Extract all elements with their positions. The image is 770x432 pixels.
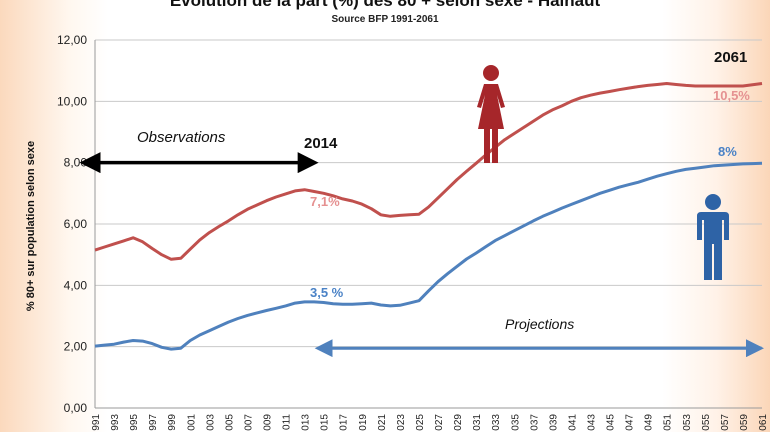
woman-icon — [477, 65, 505, 163]
x-tick-label: 033 — [491, 414, 502, 431]
x-tick-label: 993 — [110, 414, 121, 431]
x-tick-label: 019 — [358, 414, 369, 431]
y-axis-label: % 80+ sur population selon sexe — [25, 140, 37, 312]
x-tick-label: 039 — [548, 414, 559, 431]
x-tick-label: 025 — [415, 414, 426, 431]
x-tick-label: 035 — [510, 414, 521, 431]
chart-title: Evolution de la part (%) des 80 + selon … — [169, 0, 601, 10]
x-tick-label: 021 — [377, 414, 388, 431]
x-tick-label: 991 — [91, 414, 102, 431]
x-tick-label: 023 — [396, 414, 407, 431]
women-2061-value: 10,5% — [713, 88, 750, 103]
x-tick-label: 009 — [263, 414, 274, 431]
men-series-line — [94, 161, 763, 351]
x-tick-label: 003 — [205, 414, 216, 431]
x-tick-label: 031 — [472, 414, 483, 431]
observations-label: Observations — [137, 129, 226, 146]
x-tick-label: 995 — [129, 414, 140, 431]
women-2014-value: 7,1% — [310, 194, 340, 209]
men-2061-value: 8% — [718, 144, 737, 159]
y-tick-label: 8,00 — [64, 156, 88, 170]
x-tick-label: 997 — [148, 414, 159, 431]
x-tick-label: 029 — [453, 414, 464, 431]
x-tick-label: 055 — [701, 414, 712, 431]
man-icon — [697, 194, 729, 280]
x-tick-label: 007 — [243, 414, 254, 431]
chart-subtitle: Source BFP 1991-2061 — [331, 14, 439, 25]
y-tick-label: 6,00 — [64, 217, 88, 231]
x-tick-label: 041 — [567, 414, 578, 431]
y-tick-label: 12,00 — [57, 33, 87, 47]
x-tick-label: 061 — [758, 414, 769, 431]
x-tick-label: 047 — [625, 414, 636, 431]
x-tick-label: 053 — [682, 414, 693, 431]
x-tick-label: 017 — [339, 414, 350, 431]
y-tick-label: 0,00 — [64, 401, 88, 415]
x-tick-label: 037 — [529, 414, 540, 431]
x-tick-label: 001 — [186, 414, 197, 431]
x-tick-label: 015 — [320, 414, 331, 431]
y-tick-label: 10,00 — [57, 94, 87, 108]
x-tick-label: 043 — [586, 414, 597, 431]
men-2014-value: 3,5 % — [310, 285, 344, 300]
x-tick-label: 999 — [167, 414, 178, 431]
y-tick-label: 2,00 — [64, 340, 88, 354]
x-tick-label: 051 — [663, 414, 674, 431]
year-2014-label: 2014 — [304, 135, 338, 152]
x-tick-label: 013 — [301, 414, 312, 431]
x-tick-label: 005 — [224, 414, 235, 431]
women-series-line — [94, 82, 763, 261]
x-tick-label: 027 — [434, 414, 445, 431]
x-tick-label: 049 — [644, 414, 655, 431]
x-tick-label: 045 — [606, 414, 617, 431]
x-tick-label: 011 — [282, 414, 293, 430]
x-tick-label: 059 — [739, 414, 750, 431]
x-tick-label: 057 — [720, 414, 731, 431]
projections-label: Projections — [505, 316, 575, 332]
y-tick-label: 4,00 — [64, 278, 88, 292]
year-2061-label: 2061 — [714, 49, 748, 66]
